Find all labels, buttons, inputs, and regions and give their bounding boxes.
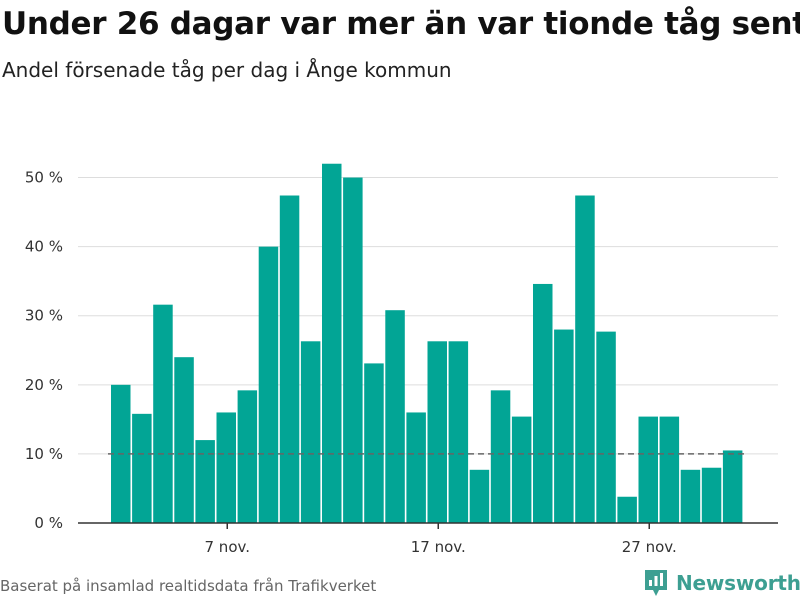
bar (279, 195, 300, 523)
bar (174, 357, 194, 523)
bar (490, 390, 511, 523)
bar (258, 246, 279, 524)
bar (617, 496, 637, 523)
x-tick-label: 27 nov. (622, 538, 677, 556)
bar (575, 195, 595, 523)
bar (322, 163, 342, 523)
bar (722, 450, 743, 523)
source-note: Baserat på insamlad realtidsdata från Tr… (0, 577, 377, 595)
y-tick-label: 0 % (34, 514, 63, 532)
newsworthy-logo-icon (645, 570, 667, 596)
bar (448, 341, 469, 523)
y-tick-label: 40 % (25, 238, 63, 256)
bar (701, 467, 722, 523)
bar (237, 390, 258, 523)
bar (195, 440, 215, 523)
bar (596, 331, 616, 523)
y-tick-label: 10 % (25, 445, 63, 463)
bar (427, 341, 447, 523)
bar (343, 177, 363, 523)
bar (680, 469, 701, 523)
bar (216, 412, 236, 523)
bar (554, 329, 574, 523)
bar (638, 416, 658, 523)
bar (364, 363, 384, 523)
bar (406, 412, 426, 523)
brand-logo: Newsworthy (643, 568, 800, 598)
bar (533, 283, 553, 523)
bar (469, 469, 490, 523)
bar (659, 416, 680, 523)
bar (385, 310, 405, 523)
chart-title: Under 26 dagar var mer än var tionde tåg… (2, 6, 800, 42)
y-tick-label: 30 % (25, 307, 63, 325)
brand-name: Newsworthy (676, 571, 800, 595)
bar (511, 416, 532, 523)
y-tick-label: 20 % (25, 376, 63, 394)
bar (300, 341, 321, 523)
y-tick-label: 50 % (25, 169, 63, 187)
chart-subtitle: Andel försenade tåg per dag i Ånge kommu… (2, 58, 452, 82)
bar (132, 413, 152, 523)
bar (153, 304, 173, 523)
x-tick-label: 17 nov. (411, 538, 466, 556)
x-tick-label: 7 nov. (205, 538, 250, 556)
